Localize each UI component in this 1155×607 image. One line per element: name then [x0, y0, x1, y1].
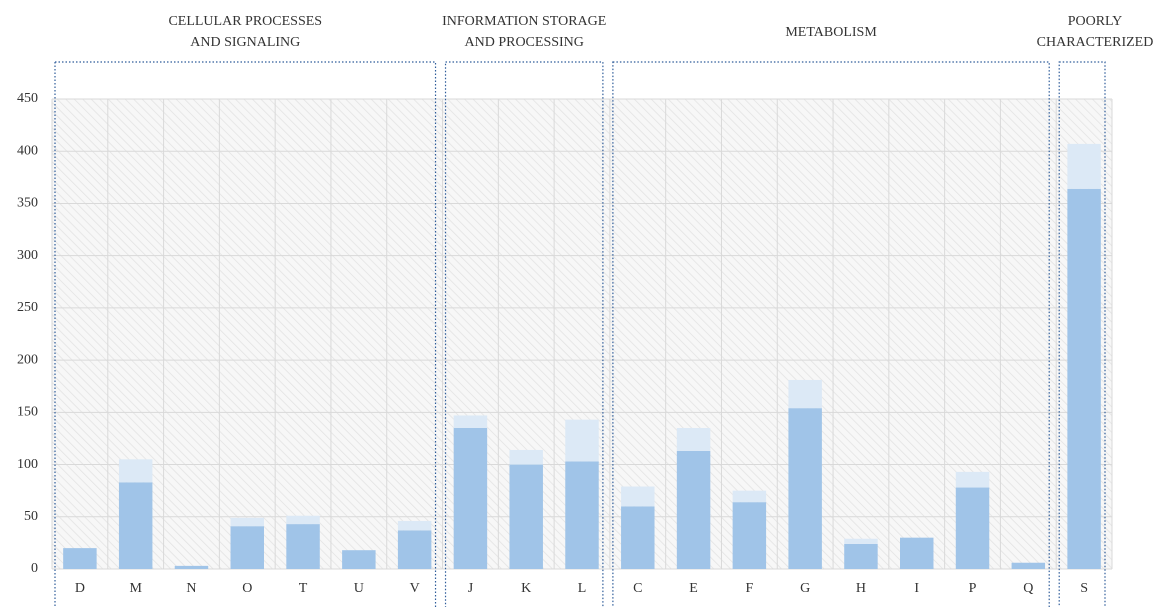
bar-segment	[844, 543, 878, 569]
bar-segment	[900, 537, 934, 569]
y-tick-label: 50	[24, 509, 38, 524]
group-box	[54, 61, 437, 607]
x-tick-label: D	[75, 581, 85, 596]
group-label: METABOLISM	[785, 25, 877, 40]
bar-segment	[621, 506, 655, 569]
x-tick-label: V	[410, 581, 420, 596]
y-tick-label: 400	[17, 143, 38, 158]
bar-segment	[286, 524, 320, 569]
x-tick-label: O	[242, 581, 252, 596]
bar-segment	[1067, 143, 1101, 189]
x-tick-label: N	[186, 581, 196, 596]
bar-segment	[342, 550, 376, 569]
y-tick-label: 350	[17, 196, 38, 211]
x-tick-label: L	[578, 581, 587, 596]
bar-segment	[286, 515, 320, 525]
bar-segment	[1067, 188, 1101, 570]
bar-segment	[732, 502, 767, 569]
y-tick-label: 200	[17, 352, 38, 367]
bar-segment	[788, 408, 822, 569]
bar-segment	[565, 419, 599, 462]
x-tick-label: Q	[1023, 581, 1033, 596]
bar-segment	[955, 471, 990, 488]
bar-segment	[509, 449, 543, 465]
bar-segment	[676, 428, 711, 451]
x-tick-label: I	[914, 581, 919, 596]
group-label: POORLY	[1068, 14, 1123, 29]
bar-segment	[955, 487, 990, 569]
group-label: AND PROCESSING	[464, 35, 583, 50]
bar-segment	[397, 530, 432, 569]
bar-segment	[118, 459, 153, 483]
bar-segment	[118, 482, 153, 569]
group-label: AND SIGNALING	[190, 35, 300, 50]
x-tick-label: P	[969, 581, 977, 596]
x-tick-label: K	[521, 581, 531, 596]
y-tick-label: 450	[17, 91, 38, 106]
x-tick-label: F	[745, 581, 753, 596]
x-tick-label: E	[689, 581, 698, 596]
bar-segment	[453, 428, 488, 569]
bar-segment	[621, 486, 655, 507]
x-tick-label: M	[129, 581, 142, 596]
bar-segment	[63, 548, 97, 569]
x-tick-label: J	[468, 581, 474, 596]
group-label: CHARACTERIZED	[1037, 35, 1154, 50]
bar-segment	[1011, 562, 1046, 569]
bar-segment	[732, 490, 767, 503]
x-tick-label: H	[856, 581, 866, 596]
group-label: CELLULAR PROCESSES	[168, 14, 322, 29]
group-box	[1058, 61, 1106, 607]
group-label: INFORMATION STORAGE	[442, 14, 606, 29]
x-tick-label: S	[1080, 581, 1088, 596]
bar-segment	[397, 520, 432, 531]
bar-segment	[453, 415, 488, 428]
bar-segment	[788, 379, 822, 409]
bar-segment	[230, 517, 264, 527]
y-tick-label: 250	[17, 300, 38, 315]
y-tick-label: 150	[17, 405, 38, 420]
x-tick-label: G	[800, 581, 810, 596]
y-tick-label: 300	[17, 248, 38, 263]
bar-segment	[509, 464, 543, 569]
bar-segment	[565, 461, 599, 569]
bar-segment	[844, 538, 878, 544]
bar-segment	[230, 526, 264, 569]
x-tick-label: C	[633, 581, 642, 596]
y-tick-label: 0	[31, 561, 38, 576]
bar-segment	[174, 565, 209, 569]
y-tick-label: 100	[17, 457, 38, 472]
bar-segment	[676, 450, 711, 569]
x-tick-label: U	[354, 581, 364, 596]
group-box	[612, 61, 1050, 607]
x-tick-label: T	[299, 581, 308, 596]
